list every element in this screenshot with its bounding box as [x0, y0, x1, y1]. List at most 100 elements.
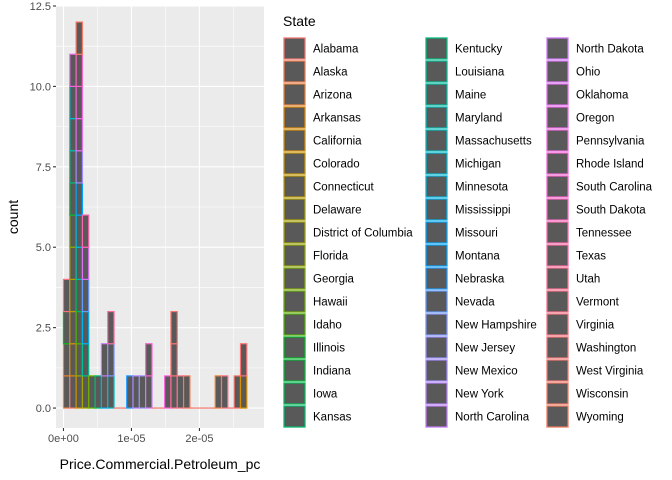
legend-swatch: [283, 313, 306, 336]
legend: State Alabama Alaska Arizona Arkansas Califo…: [283, 13, 653, 428]
legend-swatch: [425, 359, 448, 382]
legend-label: New Mexico: [455, 366, 518, 378]
histogram-bar-segment: [94, 375, 103, 409]
histogram-bar-segment: [126, 375, 134, 409]
legend-item: Colorado: [283, 152, 360, 175]
legend-item: Oregon: [546, 106, 614, 129]
legend-item: South Carolina: [546, 175, 653, 198]
legend-swatch: [425, 83, 448, 106]
legend-label: Nebraska: [455, 274, 505, 286]
legend-label: Minnesota: [455, 182, 509, 194]
legend-swatch: [425, 152, 448, 175]
histogram-bar-segment: [145, 375, 153, 409]
legend-item: Montana: [425, 244, 500, 267]
legend-swatch: [283, 37, 306, 60]
legend-item: District of Columbia: [283, 221, 413, 244]
legend-swatch: [546, 129, 569, 152]
histogram-bar-segment: [75, 53, 84, 88]
y-tick-label: 5.0: [36, 242, 51, 254]
legend-label: Iowa: [313, 389, 338, 401]
legend-label: Arizona: [313, 90, 353, 102]
legend-item: Wisconsin: [546, 382, 628, 405]
legend-swatch: [425, 290, 448, 313]
y-tick-label: 12.5: [30, 1, 51, 13]
legend-label: New Jersey: [455, 343, 515, 355]
legend-item: New Hampshire: [425, 313, 537, 336]
legend-title: State: [283, 13, 316, 29]
legend-swatch: [425, 267, 448, 290]
histogram-bar-segment: [81, 343, 90, 377]
x-tick-label: 1e-05: [117, 433, 145, 445]
histogram-bar-segment: [170, 310, 178, 345]
legend-swatch: [546, 267, 569, 290]
legend-item: Kansas: [283, 405, 352, 428]
legend-item: Washington: [546, 336, 636, 359]
legend-swatch: [425, 106, 448, 129]
legend-label: Ohio: [576, 67, 600, 79]
legend-swatch: [283, 405, 306, 428]
legend-item: Indiana: [283, 359, 351, 382]
legend-item: Illinois: [283, 336, 345, 359]
legend-swatch: [283, 336, 306, 359]
legend-label: Vermont: [576, 297, 620, 309]
histogram-bar-segment: [75, 278, 84, 313]
legend-item: New Mexico: [425, 359, 518, 382]
legend-swatch: [546, 336, 569, 359]
legend-item: South Dakota: [546, 198, 646, 221]
histogram-bar-segment: [138, 375, 147, 409]
legend-swatch: [283, 129, 306, 152]
legend-label: Washington: [576, 343, 636, 355]
histogram-bar-segment: [69, 278, 77, 313]
histogram-bar-segment: [81, 310, 90, 345]
legend-swatch: [425, 129, 448, 152]
histogram-bar-segment: [62, 375, 71, 409]
legend-label: Texas: [576, 251, 606, 263]
histogram-bar-segment: [69, 246, 77, 280]
y-tick-label: 7.5: [36, 162, 51, 174]
legend-swatch: [283, 382, 306, 405]
histogram-bar-segment: [75, 182, 84, 216]
legend-item: Arkansas: [283, 106, 361, 129]
legend-item: Maine: [425, 83, 486, 106]
legend-item: Florida: [283, 244, 349, 267]
legend-label: West Virginia: [576, 366, 644, 378]
legend-label: California: [313, 136, 362, 148]
histogram-bar-segment: [62, 310, 71, 345]
histogram-bar-segment: [75, 246, 84, 280]
histogram-bar-segment: [81, 214, 90, 248]
histogram-bar-segment: [81, 246, 90, 280]
legend-item: Oklahoma: [546, 83, 629, 106]
legend-swatch: [283, 60, 306, 83]
legend-item: New York: [425, 382, 504, 405]
histogram-bar-segment: [239, 343, 248, 377]
histogram-bar-segment: [75, 343, 84, 377]
histogram-bar-segment: [81, 278, 90, 313]
y-axis-title: count: [5, 200, 21, 234]
histogram-bar-segment: [107, 343, 115, 377]
legend-label: Kansas: [313, 412, 352, 424]
legend-swatch: [425, 313, 448, 336]
legend-label: Indiana: [313, 366, 351, 378]
legend-label: North Dakota: [576, 44, 644, 56]
histogram-bar-segment: [220, 375, 229, 409]
legend-item: North Carolina: [425, 405, 530, 428]
legend-swatch: [546, 359, 569, 382]
legend-swatch: [546, 37, 569, 60]
histogram-bar-segment: [100, 343, 109, 377]
legend-swatch: [283, 244, 306, 267]
legend-label: Pennsylvania: [576, 136, 645, 148]
histogram-bar-segment: [69, 310, 77, 345]
legend-swatch: [546, 290, 569, 313]
legend-item: Pennsylvania: [546, 129, 645, 152]
legend-label: Utah: [576, 274, 600, 286]
legend-item: Texas: [546, 244, 606, 267]
legend-label: Colorado: [313, 159, 360, 171]
legend-swatch: [425, 336, 448, 359]
y-tick-label: 10.0: [30, 81, 51, 93]
legend-label: District of Columbia: [313, 228, 413, 240]
legend-swatch: [283, 359, 306, 382]
legend-swatch: [546, 244, 569, 267]
legend-swatch: [546, 221, 569, 244]
legend-label: Virginia: [576, 320, 615, 332]
